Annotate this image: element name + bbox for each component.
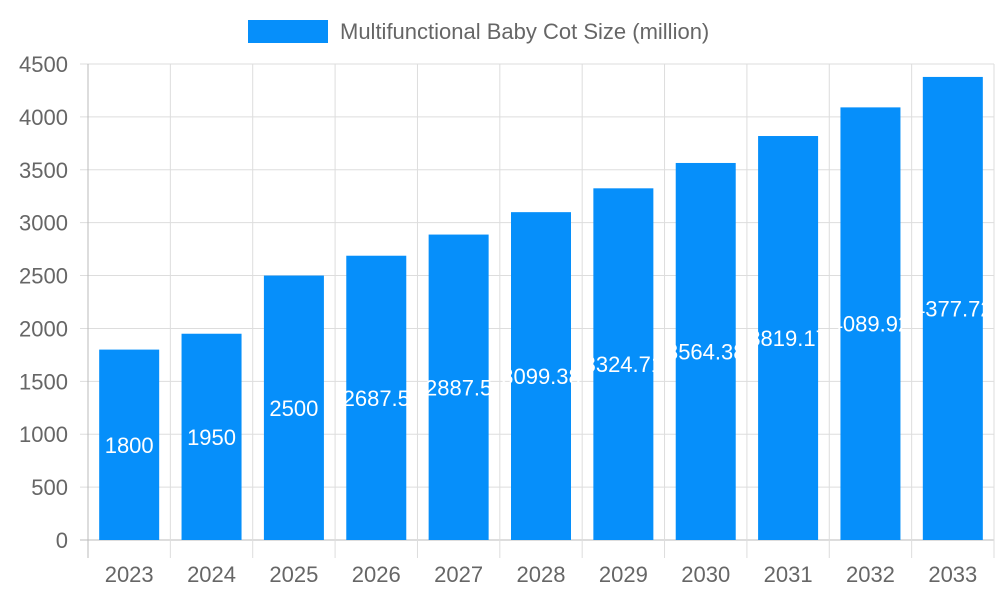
x-tick-label: 2033 <box>928 562 977 587</box>
bar-value-label: 1950 <box>187 425 236 450</box>
bar[interactable] <box>428 234 489 541</box>
y-tick-label: 0 <box>56 528 68 553</box>
bar[interactable] <box>758 136 819 541</box>
y-tick-label: 3000 <box>19 211 68 236</box>
x-tick-label: 2027 <box>434 562 483 587</box>
x-tick-label: 2026 <box>352 562 401 587</box>
x-tick-label: 2032 <box>846 562 895 587</box>
legend[interactable]: Multifunctional Baby Cot Size (million) <box>248 19 709 44</box>
x-tick-label: 2023 <box>105 562 154 587</box>
legend-swatch <box>248 20 328 43</box>
bar-value-label: 3099.38 <box>501 364 581 389</box>
y-tick-label: 500 <box>31 475 68 500</box>
bar-value-label: 3564.38 <box>666 339 746 364</box>
bar-value-label: 1800 <box>105 433 154 458</box>
x-tick-label: 2031 <box>764 562 813 587</box>
bar[interactable] <box>346 255 407 540</box>
bar-value-label: 4377.72 <box>913 296 993 321</box>
bar[interactable] <box>263 275 324 540</box>
bar[interactable] <box>181 333 242 540</box>
x-tick-label: 2025 <box>269 562 318 587</box>
x-tick-label: 2030 <box>681 562 730 587</box>
bar-value-label: 2687.5 <box>343 386 410 411</box>
bar-value-label: 2887.5 <box>425 375 492 400</box>
y-tick-label: 3500 <box>19 158 68 183</box>
y-tick-label: 2500 <box>19 264 68 289</box>
x-tick-label: 2029 <box>599 562 648 587</box>
bar[interactable] <box>99 349 160 540</box>
legend-label: Multifunctional Baby Cot Size (million) <box>340 19 709 44</box>
y-tick-label: 1000 <box>19 422 68 447</box>
y-tick-label: 4500 <box>19 52 68 77</box>
y-tick-label: 4000 <box>19 105 68 130</box>
bar-value-label: 4089.92 <box>831 312 911 337</box>
bar-value-label: 3324.71 <box>584 352 664 377</box>
bar[interactable] <box>922 76 983 540</box>
bar-value-label: 2500 <box>269 396 318 421</box>
bar[interactable] <box>593 188 654 540</box>
y-tick-label: 2000 <box>19 316 68 341</box>
bar[interactable] <box>511 212 571 540</box>
x-tick-label: 2024 <box>187 562 236 587</box>
y-tick-label: 1500 <box>19 369 68 394</box>
bar[interactable] <box>840 107 901 540</box>
x-tick-label: 2028 <box>517 562 566 587</box>
bar[interactable] <box>675 162 736 540</box>
bar-value-label: 3819.17 <box>748 326 828 351</box>
